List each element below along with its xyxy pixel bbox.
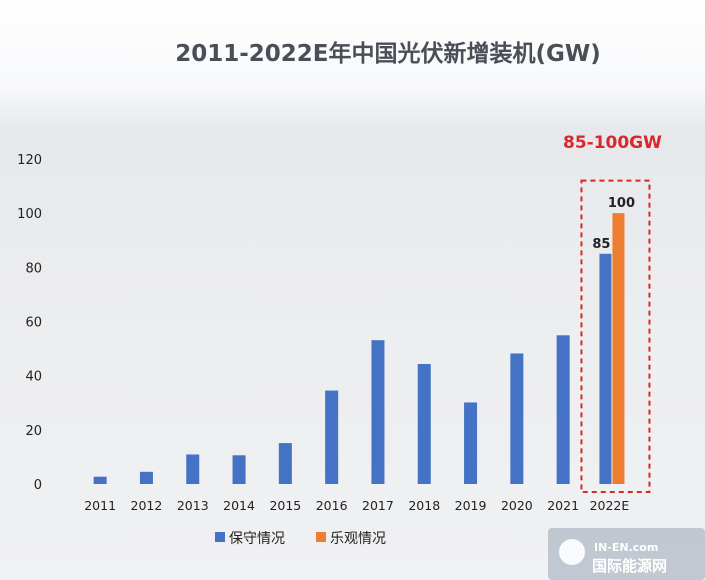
data-label: 100 (608, 196, 635, 211)
bar-conservative (464, 402, 478, 484)
bar-conservative (371, 340, 385, 484)
watermark-background (548, 528, 705, 580)
x-tick-label: 2018 (408, 498, 440, 513)
y-tick-label: 80 (25, 261, 42, 276)
legend-label: 乐观情况 (330, 531, 386, 547)
x-tick-label: 2014 (223, 498, 255, 513)
data-label: 85 (592, 237, 610, 252)
y-tick-label: 120 (17, 153, 42, 168)
chart-title: 2011-2022E年中国光伏新增装机(GW) (175, 40, 601, 67)
bar-conservative (232, 455, 246, 484)
x-tick-label: 2017 (362, 498, 394, 513)
legend-swatch (215, 532, 225, 542)
bar-conservative (139, 471, 153, 484)
legend-label: 保守情况 (229, 531, 285, 547)
legend: 保守情况 乐观情况 (215, 531, 386, 547)
data-labels: 85 100 (592, 196, 635, 252)
bar-conservative (510, 353, 524, 484)
bars (93, 213, 625, 484)
x-tick-label: 2012 (131, 498, 163, 513)
bar-conservative (417, 364, 431, 484)
bar-conservative (186, 454, 200, 484)
x-tick-label: 2019 (455, 498, 487, 513)
x-tick-label: 2021 (547, 498, 579, 513)
y-axis: 0 20 40 60 80 100 120 (17, 153, 42, 493)
y-tick-label: 60 (25, 316, 42, 331)
x-tick-label: 2011 (84, 498, 116, 513)
x-tick-label: 2016 (316, 498, 348, 513)
bar-conservative (93, 476, 107, 484)
x-tick-label: 2022E (590, 498, 630, 513)
y-tick-label: 100 (17, 207, 42, 222)
y-tick-label: 0 (34, 478, 42, 493)
bar-conservative (556, 335, 570, 484)
bar-conservative (278, 443, 292, 484)
watermark-logo-text: IN-EN.com (594, 541, 658, 554)
bar-optimistic (612, 213, 625, 484)
x-axis: 2011 2012 2013 2014 2015 2016 2017 2018 2019 2020… (84, 498, 629, 513)
bar-conservative (325, 390, 339, 484)
x-tick-label: 2013 (177, 498, 209, 513)
x-tick-label: 2015 (269, 498, 301, 513)
sun-logo-icon (559, 539, 585, 565)
y-tick-label: 20 (25, 424, 42, 439)
x-tick-label: 2020 (501, 498, 533, 513)
watermark: IN-EN.com 国际能源网 (548, 528, 705, 580)
range-annotation: 85-100GW (563, 133, 662, 153)
watermark-brand-text: 国际能源网 (592, 557, 667, 575)
y-tick-label: 40 (25, 370, 42, 385)
bar-conservative (599, 253, 612, 484)
legend-swatch (316, 532, 326, 542)
